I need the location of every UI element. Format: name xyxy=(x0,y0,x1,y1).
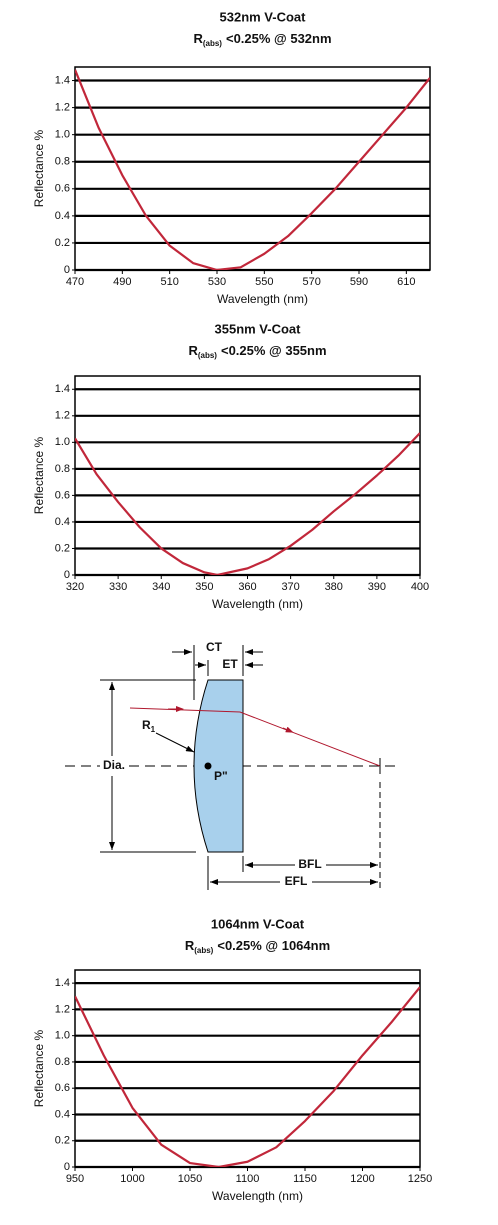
y-tick-label: 1.0 xyxy=(55,436,70,448)
x-tick-label: 530 xyxy=(208,276,226,288)
y-tick-label: 1.4 xyxy=(55,977,70,989)
et-label: ET xyxy=(222,657,238,671)
y-tick-label: 0.6 xyxy=(55,183,70,195)
principal-point xyxy=(204,762,212,770)
y-tick-label: 1.2 xyxy=(55,1003,70,1015)
y-tick-label: 0.8 xyxy=(55,156,70,168)
y-tick-label: 1.2 xyxy=(55,410,70,422)
x-axis-label: Wavelength (nm) xyxy=(217,292,308,306)
r1-label: R1 xyxy=(142,718,156,734)
chart-title: 532nm V-Coat xyxy=(220,9,307,24)
y-tick-label: 0.4 xyxy=(55,210,70,222)
y-tick-label: 1.4 xyxy=(55,383,70,395)
y-tick-label: 0 xyxy=(64,264,70,276)
y-tick-label: 0.2 xyxy=(55,237,70,249)
y-tick-label: 1.0 xyxy=(55,129,70,141)
y-tick-label: 0.8 xyxy=(55,463,70,475)
x-tick-label: 350 xyxy=(195,581,213,593)
chart-title: 1064nm V-Coat xyxy=(211,916,305,931)
y-tick-label: 1.2 xyxy=(55,102,70,114)
dia-label: Dia. xyxy=(103,758,125,772)
subtitle-rest: <0.25% @ 1064nm xyxy=(217,938,330,953)
chart-subtitle: R(abs) <0.25% @ 1064nm xyxy=(185,938,330,955)
x-tick-label: 470 xyxy=(66,276,84,288)
plot-frame xyxy=(74,66,431,271)
y-tick-label: 0.4 xyxy=(55,1108,70,1120)
x-tick-label: 1200 xyxy=(350,1173,374,1185)
data-line xyxy=(75,986,420,1167)
r1-sub: 1 xyxy=(151,725,156,734)
x-tick-label: 330 xyxy=(109,581,127,593)
subtitle-rest: <0.25% @ 355nm xyxy=(221,343,327,358)
p-label: P" xyxy=(214,769,228,783)
y-axis-label: Reflectance % xyxy=(32,436,46,514)
x-tick-label: 320 xyxy=(66,581,84,593)
ray-arrow xyxy=(282,726,294,733)
efl-label: EFL xyxy=(285,874,308,888)
x-tick-label: 340 xyxy=(152,581,170,593)
x-tick-label: 590 xyxy=(350,276,368,288)
bfl-label: BFL xyxy=(298,857,321,871)
x-tick-label: 1250 xyxy=(408,1173,432,1185)
y-tick-label: 0.2 xyxy=(55,1135,70,1147)
x-tick-label: 1050 xyxy=(178,1173,202,1185)
ray xyxy=(129,707,381,767)
x-tick-label: 570 xyxy=(302,276,320,288)
subtitle-main: R xyxy=(185,938,195,953)
subtitle-sub: (abs) xyxy=(194,946,213,955)
r1-main: R xyxy=(142,718,151,732)
x-tick-label: 370 xyxy=(281,581,299,593)
y-tick-label: 0 xyxy=(64,1161,70,1173)
plot-frame xyxy=(74,375,421,576)
chart-subtitle: R(abs) <0.25% @ 355nm xyxy=(188,343,326,360)
subtitle-sub: (abs) xyxy=(198,351,217,360)
y-axis-label: Reflectance % xyxy=(32,1029,46,1107)
x-tick-label: 390 xyxy=(368,581,386,593)
x-tick-label: 550 xyxy=(255,276,273,288)
x-tick-label: 380 xyxy=(325,581,343,593)
subtitle-sub: (abs) xyxy=(203,39,222,48)
ct-label: CT xyxy=(206,640,223,654)
x-tick-label: 1000 xyxy=(120,1173,144,1185)
y-axis-label: Reflectance % xyxy=(32,129,46,207)
x-tick-label: 1150 xyxy=(293,1173,317,1185)
lens-diagram xyxy=(65,645,395,890)
x-tick-label: 490 xyxy=(113,276,131,288)
x-tick-label: 1100 xyxy=(236,1173,260,1185)
subtitle-main: R xyxy=(193,31,203,46)
r1-pointer xyxy=(155,732,195,753)
y-tick-label: 0.6 xyxy=(55,489,70,501)
x-tick-label: 950 xyxy=(66,1173,84,1185)
chart-title: 355nm V-Coat xyxy=(215,321,302,336)
y-tick-label: 0.2 xyxy=(55,542,70,554)
x-tick-label: 360 xyxy=(238,581,256,593)
plot-frame xyxy=(74,969,421,1168)
lens xyxy=(193,679,244,853)
y-tick-label: 0.8 xyxy=(55,1056,70,1068)
data-line xyxy=(75,69,430,270)
chart-subtitle: R(abs) <0.25% @ 532nm xyxy=(193,31,331,48)
subtitle-main: R xyxy=(188,343,198,358)
x-axis-label: Wavelength (nm) xyxy=(212,1189,303,1203)
x-tick-label: 510 xyxy=(160,276,178,288)
y-tick-label: 0 xyxy=(64,569,70,581)
x-axis-label: Wavelength (nm) xyxy=(212,597,303,611)
x-tick-label: 610 xyxy=(397,276,415,288)
data-line xyxy=(75,432,420,575)
y-tick-label: 0.6 xyxy=(55,1082,70,1094)
subtitle-rest: <0.25% @ 532nm xyxy=(226,31,332,46)
y-tick-label: 1.4 xyxy=(55,74,70,86)
y-tick-label: 0.4 xyxy=(55,516,70,528)
y-tick-label: 1.0 xyxy=(55,1030,70,1042)
label-bg xyxy=(100,758,128,774)
x-tick-label: 400 xyxy=(411,581,429,593)
